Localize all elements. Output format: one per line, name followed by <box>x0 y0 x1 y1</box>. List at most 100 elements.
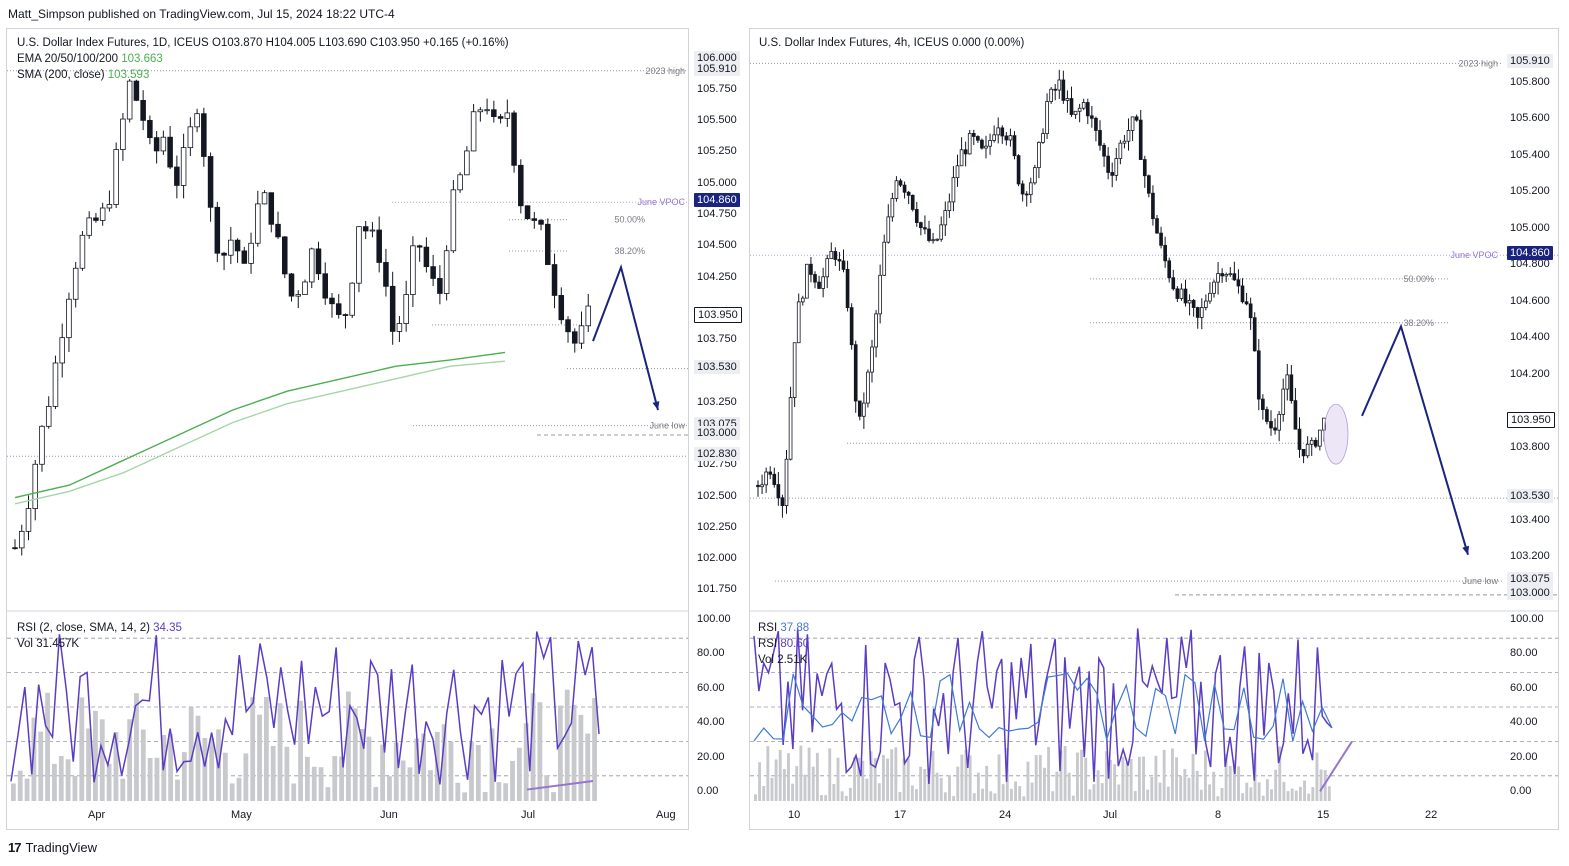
volume-bar <box>188 707 194 801</box>
candle-body <box>1240 285 1245 303</box>
volume-bar <box>1121 756 1125 801</box>
volume-bar <box>807 747 811 801</box>
volume-bar <box>407 767 413 801</box>
candle-body <box>403 294 409 324</box>
volume-bar <box>1311 787 1315 801</box>
volume-bar <box>181 752 187 801</box>
candle-body <box>1130 116 1135 131</box>
candle-body <box>302 281 308 295</box>
candle-body <box>52 362 59 407</box>
volume-bar <box>923 768 927 801</box>
price-tick-label: 105.600 <box>1510 112 1550 125</box>
chart-left-daily[interactable]: 2023 high June VPOC 50.00% 38.20% June low U… <box>6 28 689 830</box>
volume-bar <box>1212 771 1216 801</box>
candle-body <box>1106 155 1110 173</box>
candle-body <box>800 297 805 303</box>
volume-bar <box>31 717 37 801</box>
volume-bar <box>811 766 815 801</box>
volume-bar <box>1084 757 1088 801</box>
volume-bar <box>530 693 536 801</box>
price-tick-label: 103.800 <box>1510 440 1550 453</box>
volume-bar <box>976 772 980 801</box>
candle-body <box>282 236 288 275</box>
candle-body <box>829 251 834 260</box>
volume-bar <box>106 763 112 801</box>
candle-body <box>1110 172 1115 176</box>
time-tick-label: 15 <box>1317 809 1330 821</box>
volume-bar <box>270 745 276 801</box>
time-tick-label: Jul <box>1103 809 1118 821</box>
candle-body <box>1147 175 1151 194</box>
volume-bar <box>840 791 844 801</box>
candle-body <box>1065 98 1070 101</box>
candle-body <box>1163 244 1167 262</box>
volume-bar <box>1059 750 1063 801</box>
volume-bar <box>1303 780 1306 801</box>
volume-bar <box>1216 796 1220 801</box>
candle-body <box>821 276 825 289</box>
volume-bar <box>857 757 861 801</box>
candle-body <box>437 278 443 294</box>
volume-bar <box>496 782 502 801</box>
candle-body <box>133 80 140 101</box>
volume-bar <box>915 789 918 801</box>
right-rsi-label: RSI <box>758 622 778 634</box>
volume-bar <box>1187 777 1191 801</box>
candle-body <box>1102 144 1106 157</box>
chart-right-4h[interactable]: 2023 high June VPOC 50.00% 38.20% June low U… <box>749 28 1559 830</box>
level-label-2: 50.00% <box>1403 274 1434 284</box>
volume-bar <box>195 715 201 801</box>
candle-body <box>308 248 315 283</box>
volume-bar <box>52 763 57 801</box>
tradingview-footer[interactable]: 17 TradingView <box>8 840 97 855</box>
candle-body <box>837 259 842 262</box>
candle-body <box>1114 158 1119 176</box>
candle-body <box>315 248 322 275</box>
candle-body <box>813 274 817 283</box>
volume-bar <box>1129 759 1133 801</box>
candle-body <box>1069 98 1074 115</box>
volume-bar <box>1076 752 1079 801</box>
volume-bar <box>24 778 30 801</box>
volume-bar <box>482 792 488 801</box>
volume-bar <box>298 700 303 801</box>
volume-bar <box>820 795 823 801</box>
price-tick-label: 104.800 <box>1510 258 1550 271</box>
volume-bar <box>1278 746 1282 801</box>
candle-body <box>295 294 302 297</box>
volume-bar <box>523 723 529 801</box>
volume-bar <box>799 745 803 801</box>
volume-bar <box>1315 752 1319 801</box>
left-title: U.S. Dollar Index Futures, 1D, ICEUS <box>17 37 209 49</box>
price-badge-lvl3: 103.000 <box>694 426 740 441</box>
volume-bar <box>1220 787 1224 801</box>
candle-body <box>1155 218 1159 234</box>
highlight-ellipse <box>1323 403 1349 465</box>
volume-bar <box>828 748 832 801</box>
price-tick-label: 105.800 <box>1510 75 1550 88</box>
volume-bar <box>1071 795 1075 801</box>
volume-bar <box>1137 756 1141 801</box>
volume-bar <box>778 749 782 801</box>
volume-bar <box>387 776 392 801</box>
candle-body <box>1252 317 1257 352</box>
candle-body <box>857 400 862 417</box>
price-tick-label: 102.750 <box>697 458 737 471</box>
candle-body <box>450 189 457 252</box>
left-ema-label: EMA 20/50/100/200 <box>17 53 119 65</box>
rsi-tick-label: 60.00 <box>697 681 725 694</box>
volume-bar <box>989 791 993 801</box>
candle-body <box>1309 439 1314 445</box>
divergence-line <box>1319 740 1353 792</box>
candle-body <box>935 238 939 241</box>
candle-body <box>882 241 887 276</box>
candle-body <box>362 226 369 232</box>
volume-bar <box>1257 782 1261 801</box>
candle-body <box>1171 277 1176 290</box>
time-tick-label: Jun <box>380 809 398 821</box>
candle-body <box>1008 135 1013 141</box>
candle-body <box>524 205 531 220</box>
volume-bar <box>510 760 515 801</box>
volume-bar <box>758 762 762 801</box>
candle-body <box>1061 79 1066 101</box>
